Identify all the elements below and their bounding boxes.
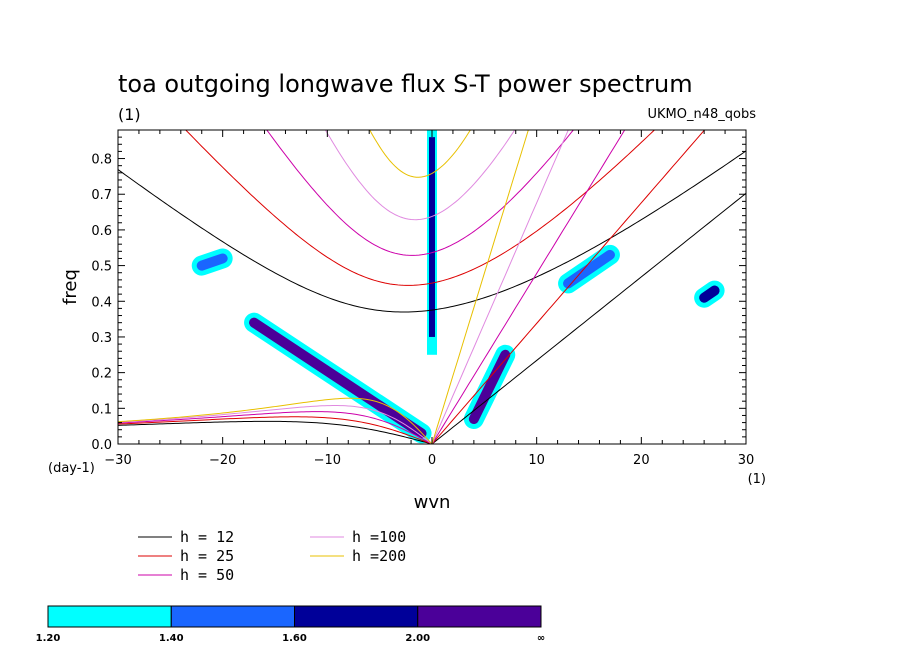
y-tick-label: 0.6 bbox=[91, 224, 112, 239]
legend-label: h =200 bbox=[352, 547, 406, 565]
kelvin-curve bbox=[431, 130, 529, 444]
colorbar-segment bbox=[417, 605, 542, 628]
contour-blob bbox=[196, 253, 228, 271]
rossby-curve bbox=[118, 405, 433, 444]
y-tick-label: 0.4 bbox=[91, 295, 112, 310]
y-tick-label: 0.8 bbox=[91, 153, 112, 168]
x-tick-label: −10 bbox=[314, 453, 341, 468]
inertia-gravity-curve bbox=[324, 130, 516, 221]
y-tick-label: 0.5 bbox=[91, 260, 112, 275]
colorbar: 1.20 1.40 1.60 2.00 ∞ bbox=[36, 605, 545, 644]
inertia-gravity-curve bbox=[266, 130, 574, 256]
legend-label: h = 12 bbox=[180, 528, 234, 546]
y-tick-label: 0.0 bbox=[91, 438, 112, 453]
x-units-label: (1) bbox=[748, 472, 766, 487]
rossby-curve bbox=[118, 420, 433, 444]
inertia-gravity-curve bbox=[185, 130, 656, 286]
dispersion-curves bbox=[118, 130, 746, 444]
y-tick-label: 0.3 bbox=[91, 331, 112, 346]
colorbar-segment bbox=[47, 605, 172, 628]
colorbar-segment bbox=[294, 605, 419, 628]
chart-title: toa outgoing longwave flux S-T power spe… bbox=[118, 70, 693, 98]
x-tick-label: 30 bbox=[738, 453, 755, 468]
colorbar-label: 1.40 bbox=[159, 633, 184, 644]
power-contours bbox=[191, 130, 725, 444]
y-tick-label: 0.2 bbox=[91, 367, 112, 382]
contour-blob bbox=[699, 285, 720, 303]
y-tick-label: 0.1 bbox=[91, 402, 112, 417]
x-axis-label: wvn bbox=[414, 492, 451, 513]
inertia-gravity-curve bbox=[118, 150, 746, 313]
y-axis: 0.0 0.1 0.2 0.3 0.4 0.5 0.6 0.7 0.8 bbox=[91, 136, 746, 453]
dataset-label: UKMO_n48_qobs bbox=[647, 107, 756, 122]
inertia-gravity-curve bbox=[369, 130, 471, 178]
chart-subtitle: (1) bbox=[118, 105, 141, 124]
kelvin-curve bbox=[431, 130, 706, 444]
x-axis: −30 −20 −10 0 10 20 30 bbox=[104, 130, 754, 468]
rossby-curve bbox=[118, 397, 433, 444]
x-tick-label: 10 bbox=[528, 453, 545, 468]
y-units-label: (day-1) bbox=[48, 461, 95, 476]
kelvin-curve bbox=[431, 130, 626, 444]
colorbar-label: ∞ bbox=[537, 633, 545, 644]
legend-label: h =100 bbox=[352, 528, 406, 546]
legend-label: h = 50 bbox=[180, 566, 234, 584]
x-tick-label: 0 bbox=[428, 453, 436, 468]
x-tick-label: −30 bbox=[104, 453, 131, 468]
colorbar-label: 2.00 bbox=[405, 633, 430, 644]
contour-blob bbox=[249, 317, 427, 439]
y-axis-label: freq bbox=[60, 269, 81, 305]
x-tick-label: −20 bbox=[209, 453, 236, 468]
legend-label: h = 25 bbox=[180, 547, 234, 565]
rossby-curve bbox=[118, 416, 433, 444]
colorbar-segment bbox=[170, 605, 295, 628]
rossby-curve bbox=[118, 411, 433, 444]
contour-blob bbox=[429, 137, 435, 337]
kelvin-curve bbox=[431, 192, 746, 444]
kelvin-curve bbox=[431, 130, 569, 444]
colorbar-label: 1.20 bbox=[36, 633, 61, 644]
x-tick-label: 20 bbox=[633, 453, 650, 468]
colorbar-label: 1.60 bbox=[282, 633, 307, 644]
y-tick-label: 0.7 bbox=[91, 188, 112, 203]
